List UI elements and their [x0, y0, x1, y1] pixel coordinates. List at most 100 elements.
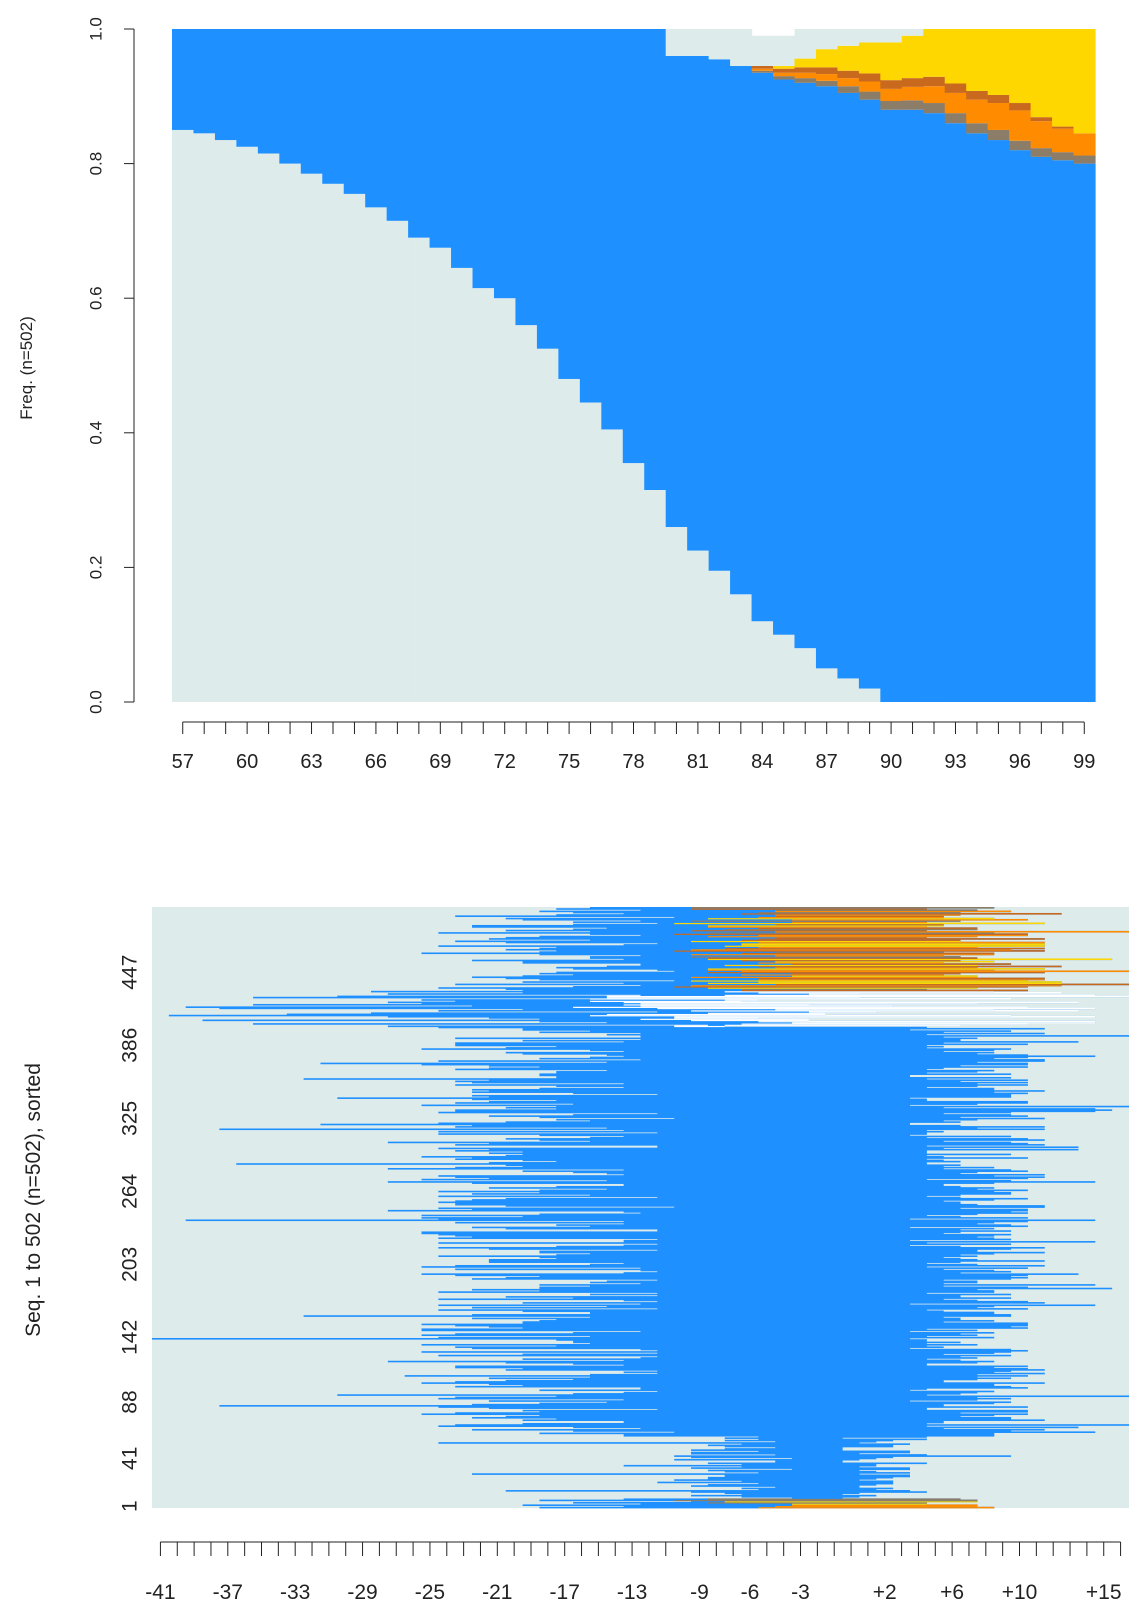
stack-segment-light_top: [880, 29, 903, 43]
sequence-row: [775, 1486, 860, 1489]
sequence-tail-gold: [691, 940, 961, 943]
x-tick-label: 81: [687, 751, 709, 773]
sequence-row: [455, 1264, 1045, 1267]
sequence-tail-brown: [741, 989, 1028, 992]
sequence-tail-white: [606, 1013, 826, 1016]
sequence-row: [438, 1133, 927, 1135]
y-tick-label: 386: [119, 1028, 142, 1063]
sequence-row: [674, 1455, 1012, 1457]
stack-segment-gray: [773, 76, 796, 80]
sequence-row: [438, 1291, 995, 1293]
sequence-row: [455, 1365, 1028, 1368]
sequence-tail-brown: [775, 983, 1129, 986]
sequence-row: [657, 1229, 961, 1231]
sequence-tail-gold: [707, 917, 995, 920]
sequence-row: [640, 1282, 944, 1285]
sequence-row: [455, 1109, 1113, 1111]
sequence-row: [623, 1433, 995, 1436]
sequence-tail-orange: [775, 954, 944, 957]
sequence-row: [539, 1320, 995, 1322]
sequence-row: [556, 1077, 1012, 1079]
y-tick-label: 1.0: [87, 17, 106, 41]
sequence-row: [606, 1280, 978, 1283]
x-tick-label: 72: [494, 751, 516, 773]
stack-segment-gray: [987, 129, 1010, 141]
sequence-row: [657, 1249, 978, 1251]
sequence-row: [657, 1196, 961, 1199]
sequence-row: [505, 1490, 911, 1492]
sequence-row: [589, 1373, 978, 1376]
stack-segment-orange: [944, 92, 967, 114]
stack-segment-light_top: [730, 29, 753, 67]
sequence-row: [623, 1420, 944, 1423]
sequence-row: [623, 1299, 978, 1302]
sequence-row: [387, 1360, 995, 1363]
sequence-row: [286, 1013, 826, 1016]
sequence-row: [589, 1263, 978, 1266]
sequence-row: [505, 1227, 995, 1230]
stack-segment-blue: [858, 99, 881, 689]
sequence-row: [573, 923, 944, 926]
sequence-row: [741, 1463, 877, 1466]
sequence-row: [488, 1248, 1012, 1250]
stack-segment-light: [773, 634, 796, 702]
stack-segment-blue: [794, 82, 817, 649]
sequence-row: [455, 1043, 1028, 1046]
sequence-row: [488, 1142, 1028, 1145]
sequence-row: [472, 959, 961, 962]
sequence-row: [472, 1314, 1012, 1316]
sequence-tail-white: [724, 994, 1096, 996]
sequence-row: [421, 1232, 944, 1235]
sequence-row: [724, 1475, 911, 1478]
sequence-tail-orange: [758, 962, 944, 964]
sequence-row: [455, 1110, 1096, 1113]
stack-segment-gold: [837, 45, 860, 71]
stack-segment-brown: [1009, 103, 1032, 111]
stack-segment-blue: [687, 55, 710, 551]
x-tick-label: -37: [213, 1581, 243, 1604]
stack-segment-blue: [429, 29, 452, 248]
stack-segment-light: [257, 153, 280, 702]
y-tick-label: 0.4: [87, 421, 106, 445]
sequence-row: [640, 1036, 944, 1038]
stack-segment-light_top: [773, 35, 796, 67]
sequence-row: [455, 1381, 944, 1383]
sequence-row: [505, 1164, 961, 1166]
stack-segment-orange: [1009, 110, 1032, 141]
sequence-row: [623, 1183, 944, 1186]
stack-segment-blue: [257, 29, 280, 154]
sequence-row: [472, 1199, 995, 1201]
sequence-row: [421, 1063, 1028, 1066]
sequence-row: [522, 1321, 944, 1323]
sequence-row: [556, 1105, 1129, 1108]
sequence-tail-brown: [775, 936, 927, 939]
y-tick-label: 88: [119, 1390, 142, 1413]
sequence-row: [640, 1357, 978, 1359]
sequence-tail-orange: [775, 930, 1129, 933]
sequence-row: [522, 1159, 944, 1162]
sequence-row: [438, 1060, 1045, 1062]
stack-segment-blue: [644, 29, 667, 490]
sequence-tail-brown: [674, 950, 1045, 952]
sequence-row: [488, 1079, 1028, 1081]
sequence-row: [589, 1335, 927, 1338]
sequence-tail-gray: [707, 1498, 961, 1501]
x-tick-label: -33: [280, 1581, 310, 1604]
y-tick-label: 142: [119, 1320, 142, 1355]
stack-segment-light: [451, 267, 474, 702]
sequence-tail-white: [741, 1023, 1028, 1025]
sequence-tail-orange: [758, 946, 978, 949]
stack-segment-blue: [1073, 163, 1096, 703]
x-tick-label: 90: [880, 751, 902, 773]
sequence-row: [606, 1069, 995, 1072]
sequence-row: [488, 1100, 1028, 1103]
sequence-tail-gray: [775, 951, 944, 953]
stack-segment-brown: [837, 70, 860, 79]
sequence-row: [657, 1355, 961, 1358]
stack-segment-light: [815, 668, 839, 702]
x-tick-label: +6: [940, 1581, 964, 1604]
sequence-row: [455, 1385, 1012, 1388]
stack-segment-brown: [751, 66, 774, 69]
sequence-row: [657, 1294, 961, 1297]
stack-segment-orange: [1073, 133, 1096, 156]
